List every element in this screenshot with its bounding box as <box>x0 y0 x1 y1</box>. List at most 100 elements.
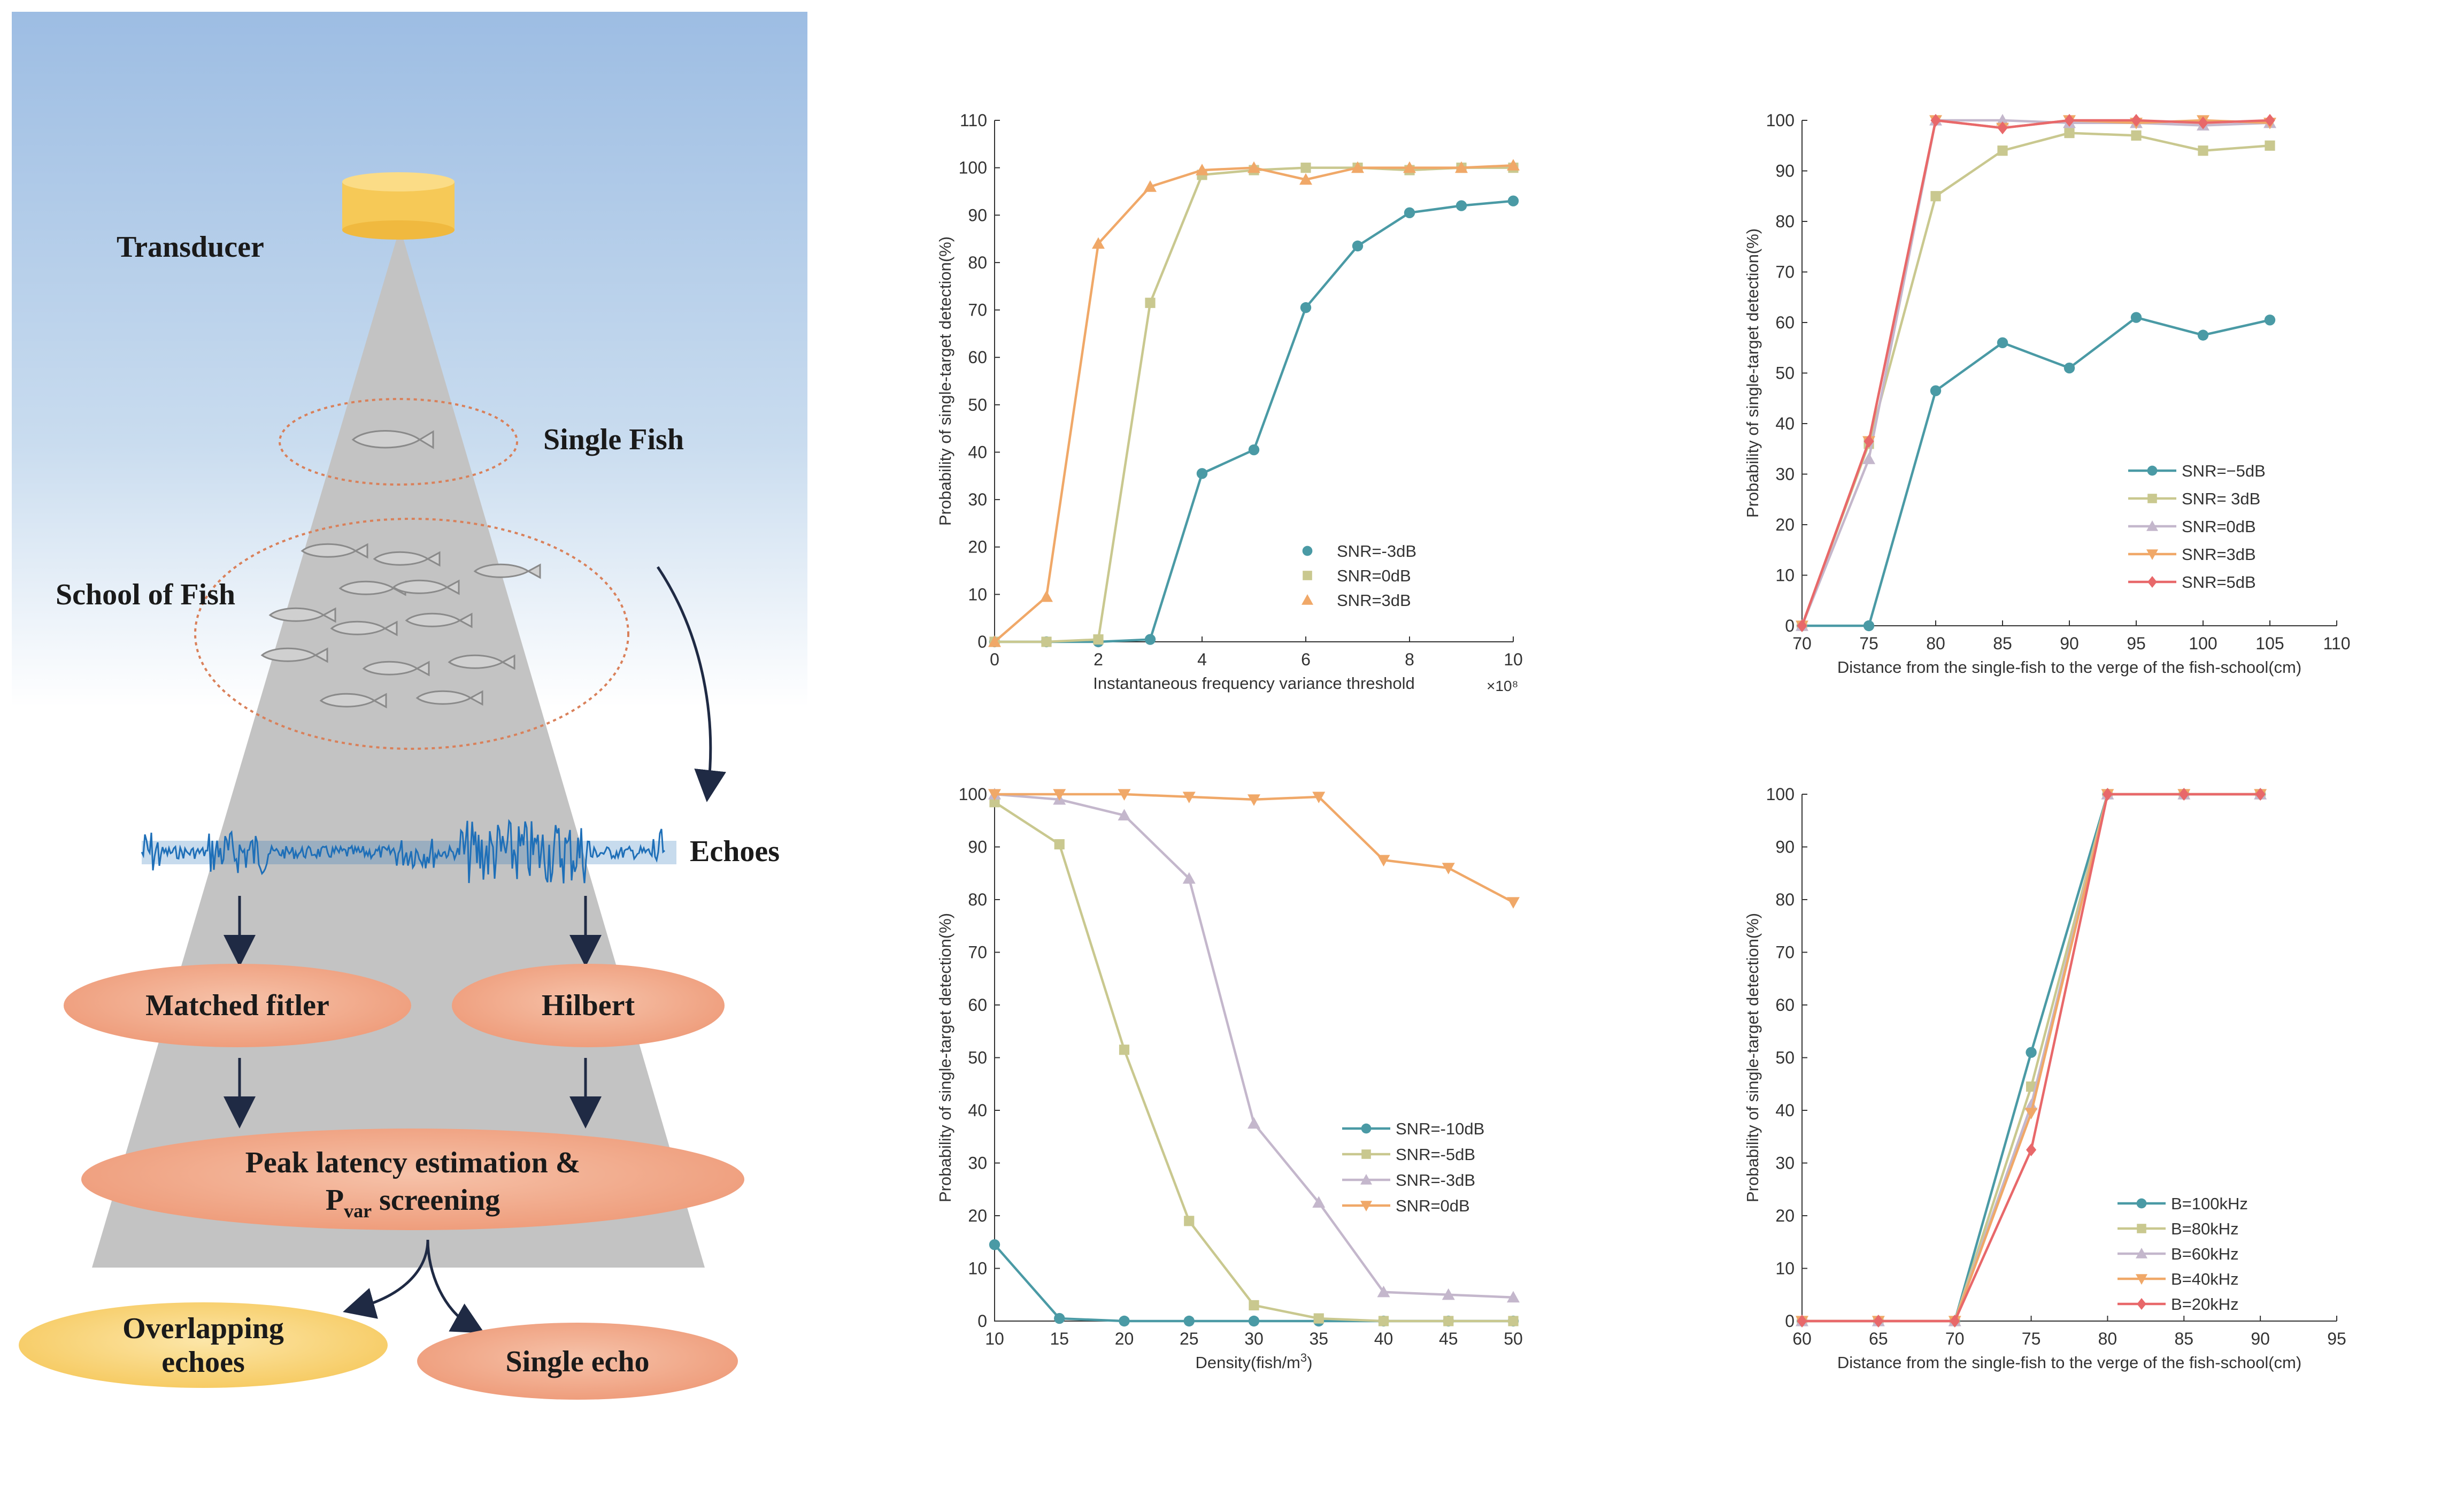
legend-marker <box>2137 1224 2146 1233</box>
x-tick-label: 100 <box>2189 634 2217 653</box>
y-tick-label: 40 <box>968 1101 987 1120</box>
series-2 <box>988 159 1520 647</box>
data-point <box>1144 634 1156 645</box>
y-axis-label: Probability of single-target detection(%… <box>1743 913 1762 1202</box>
y-tick-label: 90 <box>1775 162 1795 181</box>
data-point <box>1183 1315 1195 1327</box>
legend-marker <box>2136 1274 2147 1285</box>
data-point <box>1312 792 1326 803</box>
data-point <box>2026 1081 2037 1092</box>
legend-label: B=60kHz <box>2171 1245 2239 1263</box>
x-tick-label: 10 <box>1504 650 1523 669</box>
y-tick-label: 80 <box>1775 212 1795 231</box>
legend: SNR=-3dB SNR=0dB SNR=3dB <box>1302 542 1416 610</box>
x-axis-label: Density(fish/m3) <box>1196 1351 1313 1372</box>
y-tick-label: 20 <box>1775 515 1795 534</box>
data-point <box>1873 1315 1884 1327</box>
x-tick-label: 10 <box>985 1329 1004 1348</box>
x-multiplier-label: ×10⁸ <box>1487 678 1518 694</box>
fish-school-region <box>194 518 629 750</box>
y-tick-label: 90 <box>968 205 987 225</box>
data-point <box>2265 140 2275 151</box>
legend-marker <box>1361 1123 1372 1134</box>
matched-filter-label: Matched fitler <box>145 989 329 1022</box>
echoes-label: Echoes <box>690 835 780 868</box>
y-tick-label: 100 <box>1766 785 1795 804</box>
data-point <box>1403 161 1416 173</box>
data-point <box>1299 173 1312 185</box>
x-axis-label: Distance from the single-fish to the ver… <box>1837 1353 2301 1372</box>
x-tick-label: 95 <box>2327 1329 2346 1348</box>
data-point <box>1863 620 1875 632</box>
x-tick-label: 85 <box>1993 634 2012 653</box>
data-point <box>1507 897 1520 909</box>
data-point <box>1377 1285 1390 1298</box>
y-tick-label: 40 <box>1775 414 1795 433</box>
y-tick-label: 0 <box>1785 1311 1795 1331</box>
data-point <box>2063 362 2075 374</box>
data-point <box>1930 191 1941 202</box>
data-point <box>2064 114 2075 127</box>
school-of-fish-label: School of Fish <box>56 578 235 611</box>
data-point <box>1053 789 1066 801</box>
y-tick-label: 30 <box>1775 1154 1795 1173</box>
x-tick-label: 2 <box>1094 650 1103 669</box>
data-point <box>989 797 1000 808</box>
transducer-label: Transducer <box>117 231 264 264</box>
data-point <box>1312 1196 1326 1208</box>
y-tick-label: 110 <box>960 111 987 130</box>
overlapping-line1: Overlapping <box>122 1312 284 1345</box>
legend-label: SNR=0dB <box>2182 517 2256 536</box>
y-tick-label: 20 <box>1775 1206 1795 1225</box>
series-line <box>1802 316 2270 627</box>
x-tick-label: 25 <box>1180 1329 1199 1348</box>
y-tick-label: 80 <box>1775 890 1795 909</box>
x-tick-label: 30 <box>1244 1329 1264 1348</box>
matched-filter-node <box>64 964 411 1047</box>
y-tick-label: 60 <box>968 348 987 367</box>
legend-marker <box>2137 1298 2146 1310</box>
y-tick-label: 100 <box>959 785 987 804</box>
series-line <box>994 164 1514 643</box>
legend-marker <box>2146 549 2158 560</box>
data-point <box>1118 789 1131 801</box>
y-tick-label: 20 <box>968 538 987 557</box>
y-tick-label: 30 <box>1775 465 1795 484</box>
y-axis-label: Probability of single-target detection(%… <box>1743 228 1762 518</box>
y-tick-label: 50 <box>968 395 987 415</box>
data-point <box>1950 1315 1960 1327</box>
y-tick-label: 0 <box>977 1311 987 1331</box>
legend-marker <box>2147 494 2157 503</box>
data-point <box>1145 297 1156 308</box>
x-tick-label: 70 <box>1945 1329 1965 1348</box>
y-axis-label: Probability of single-target detection(%… <box>936 913 954 1202</box>
x-tick-label: 75 <box>1859 634 1878 653</box>
hilbert-label: Hilbert <box>542 989 635 1022</box>
legend: SNR=−5dB SNR= 3dB SNR=0dB SNR=3dB SNR=5dB <box>2128 462 2266 592</box>
data-point <box>1093 634 1104 645</box>
y-tick-label: 30 <box>968 1154 987 1173</box>
legend-label: SNR=5dB <box>2182 573 2256 592</box>
data-point <box>1404 207 1415 219</box>
data-point <box>1352 240 1364 252</box>
x-tick-label: 95 <box>2127 634 2146 653</box>
data-point <box>1508 1316 1519 1326</box>
data-point <box>1300 163 1311 173</box>
data-point <box>1442 863 1455 874</box>
y-tick-label: 70 <box>1775 263 1795 282</box>
y-tick-label: 50 <box>968 1048 987 1068</box>
data-point <box>1092 237 1105 249</box>
y-tick-label: 70 <box>968 301 987 320</box>
data-point <box>1378 1316 1389 1326</box>
data-point <box>1054 1313 1065 1324</box>
x-tick-label: 0 <box>990 650 999 669</box>
y-tick-label: 70 <box>1775 943 1795 962</box>
chart-distance-bandwidth: 0 10 20 30 40 50 60 70 80 90 100 60 65 70 75 80 85 90 95 Pr… <box>1722 765 2438 1423</box>
data-point <box>988 789 1001 801</box>
legend: SNR=-10dB SNR=-5dB SNR=-3dB SNR=0dB <box>1342 1119 1484 1215</box>
data-point <box>1040 590 1053 602</box>
y-tick-label: 50 <box>1775 364 1795 383</box>
data-point <box>1184 1216 1195 1226</box>
legend-marker <box>2136 1198 2147 1209</box>
